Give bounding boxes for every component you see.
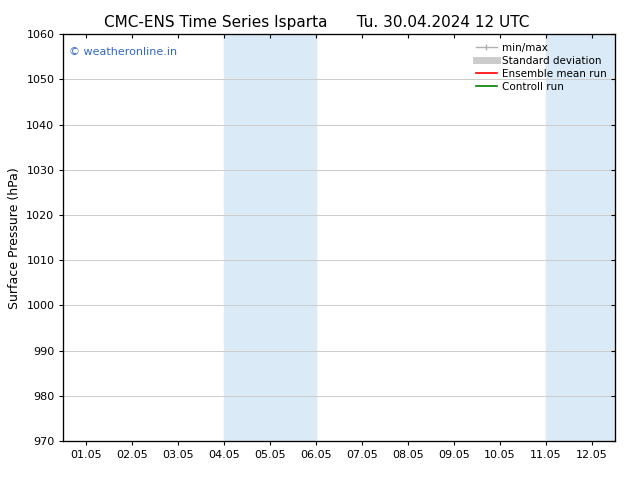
Text: © weatheronline.in: © weatheronline.in — [69, 47, 177, 56]
Legend: min/max, Standard deviation, Ensemble mean run, Controll run: min/max, Standard deviation, Ensemble me… — [473, 40, 610, 95]
Y-axis label: Surface Pressure (hPa): Surface Pressure (hPa) — [8, 167, 21, 309]
Bar — [224, 34, 316, 441]
Text: CMC-ENS Time Series Isparta      Tu. 30.04.2024 12 UTC: CMC-ENS Time Series Isparta Tu. 30.04.20… — [105, 15, 529, 30]
Bar — [546, 34, 615, 441]
